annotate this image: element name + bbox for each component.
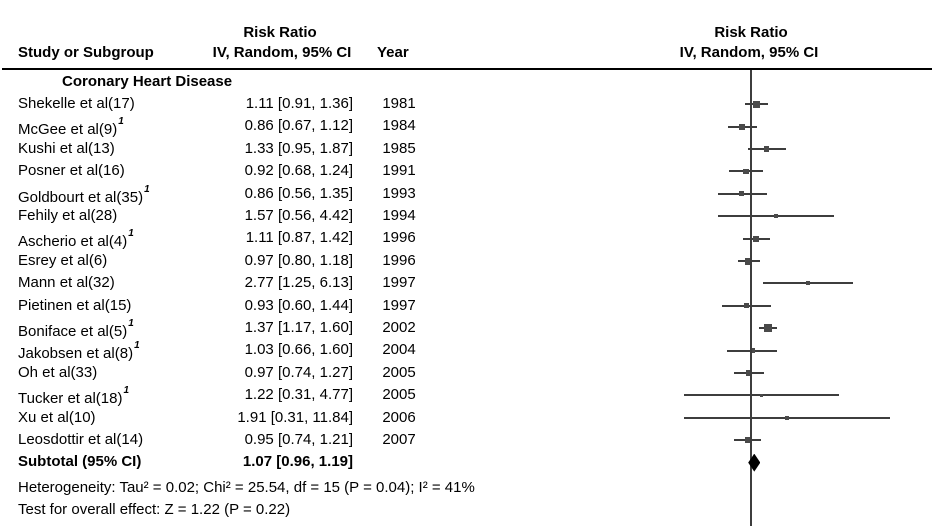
effect-estimate: 1.91 [0.31, 11.84]: [237, 408, 353, 426]
study-year: 2007: [382, 431, 416, 448]
effect-marker: [759, 393, 764, 398]
effect-estimate: 0.95 [0.74, 1.21]: [244, 431, 353, 448]
study-year: 1993: [382, 184, 416, 202]
subgroup-title: Coronary Heart Disease: [62, 73, 233, 90]
study-year: 1981: [382, 95, 416, 112]
study-label: Posner et al(16): [18, 162, 125, 180]
study-label: Tucker et al(18)1: [18, 385, 130, 408]
footnote-marker: 1: [118, 116, 124, 128]
study-year: 1991: [382, 162, 416, 180]
study-year: 2005: [382, 386, 416, 404]
effect-marker: [739, 191, 745, 197]
effect-marker: [738, 123, 745, 130]
effect-marker: [744, 437, 751, 444]
footnote-marker: 1: [123, 385, 130, 397]
header-rule: [2, 68, 932, 70]
study-label: Goldbourt et al(35)1: [18, 183, 150, 206]
effect-estimate: 1.11 [0.91, 1.36]: [245, 95, 353, 112]
footnote-marker: 1: [128, 318, 134, 329]
subtotal-estimate: 1.07 [0.96, 1.19]: [242, 453, 353, 471]
footnote-marker: 1: [134, 340, 140, 352]
effect-marker: [743, 168, 749, 175]
effect-estimate: 1.11 [0.87, 1.42]: [245, 229, 353, 247]
study-label: Ascherio et al(4)1: [18, 228, 134, 251]
plot-header-effect-line2: IV, Random, 95% CI: [679, 44, 819, 61]
effect-marker: [745, 370, 752, 376]
effect-estimate: 0.97 [0.80, 1.18]: [244, 251, 353, 269]
effect-estimate: 0.86 [0.67, 1.12]: [244, 117, 353, 135]
effect-estimate: 1.57 [0.56, 4.42]: [244, 207, 353, 224]
effect-estimate: 0.93 [0.60, 1.44]: [244, 296, 353, 314]
study-year: 1996: [382, 251, 416, 269]
col-header-effect-line1: Risk Ratio: [243, 24, 317, 41]
study-year: 2006: [382, 408, 416, 426]
study-label: McGee et al(9)1: [18, 116, 124, 139]
effect-estimate: 1.37 [1.17, 1.60]: [244, 319, 353, 336]
footnote-marker: 1: [144, 183, 150, 195]
heterogeneity-text: Heterogeneity: Tau² = 0.02; Chi² = 25.54…: [18, 479, 475, 496]
col-header-year: Year: [377, 44, 409, 61]
effect-marker: [785, 416, 789, 420]
effect-estimate: 1.22 [0.31, 4.77]: [244, 386, 353, 404]
effect-estimate: 2.77 [1.25, 6.13]: [244, 274, 353, 292]
effect-marker: [753, 235, 760, 242]
study-year: 1997: [382, 274, 416, 292]
effect-estimate: 0.92 [0.68, 1.24]: [244, 162, 353, 180]
study-label: Boniface et al(5)1: [18, 318, 134, 340]
plot-header-effect-line1: Risk Ratio: [714, 24, 788, 41]
study-label: Leosdottir et al(14): [18, 431, 144, 448]
effect-marker: [764, 324, 773, 333]
study-label: Jakobsen et al(8)1: [18, 340, 140, 363]
study-label: Esrey et al(6): [18, 251, 108, 269]
effect-marker: [743, 303, 749, 309]
col-header-effect-line2: IV, Random, 95% CI: [212, 44, 352, 61]
study-label: Oh et al(33): [18, 363, 98, 381]
effect-estimate: 1.03 [0.66, 1.60]: [244, 341, 353, 359]
study-year: 1985: [382, 139, 416, 157]
study-label: Pietinen et al(15): [18, 296, 132, 314]
col-header-study: Study or Subgroup: [18, 44, 154, 61]
effect-marker: [806, 281, 811, 286]
study-year: 1997: [382, 296, 416, 314]
study-year: 1996: [382, 229, 416, 247]
subtotal-label: Subtotal (95% CI): [18, 453, 142, 471]
effect-estimate: 0.86 [0.56, 1.35]: [244, 184, 353, 202]
footnote-marker: 1: [128, 228, 134, 240]
effect-marker: [763, 146, 770, 152]
study-label: Kushi et al(13): [18, 139, 115, 157]
effect-estimate: 1.33 [0.95, 1.87]: [244, 139, 353, 157]
effect-marker: [749, 348, 755, 354]
null-effect-axis: [749, 70, 752, 526]
study-year: 1984: [382, 117, 416, 135]
study-label: Shekelle et al(17): [18, 95, 135, 112]
study-label: Mann et al(32): [18, 274, 115, 292]
effect-marker: [773, 214, 778, 219]
study-label: Fehily et al(28): [18, 207, 118, 224]
effect-estimate: 0.97 [0.74, 1.27]: [244, 363, 353, 381]
study-year: 1994: [382, 207, 416, 224]
pooled-diamond: [748, 453, 761, 472]
study-year: 2005: [382, 363, 416, 381]
overall-effect-text: Test for overall effect: Z = 1.22 (P = 0…: [18, 501, 291, 518]
study-year: 2004: [382, 341, 416, 359]
study-label: Xu et al(10): [18, 408, 96, 426]
effect-marker: [752, 100, 760, 108]
effect-marker: [745, 257, 753, 265]
study-year: 2002: [382, 319, 416, 336]
